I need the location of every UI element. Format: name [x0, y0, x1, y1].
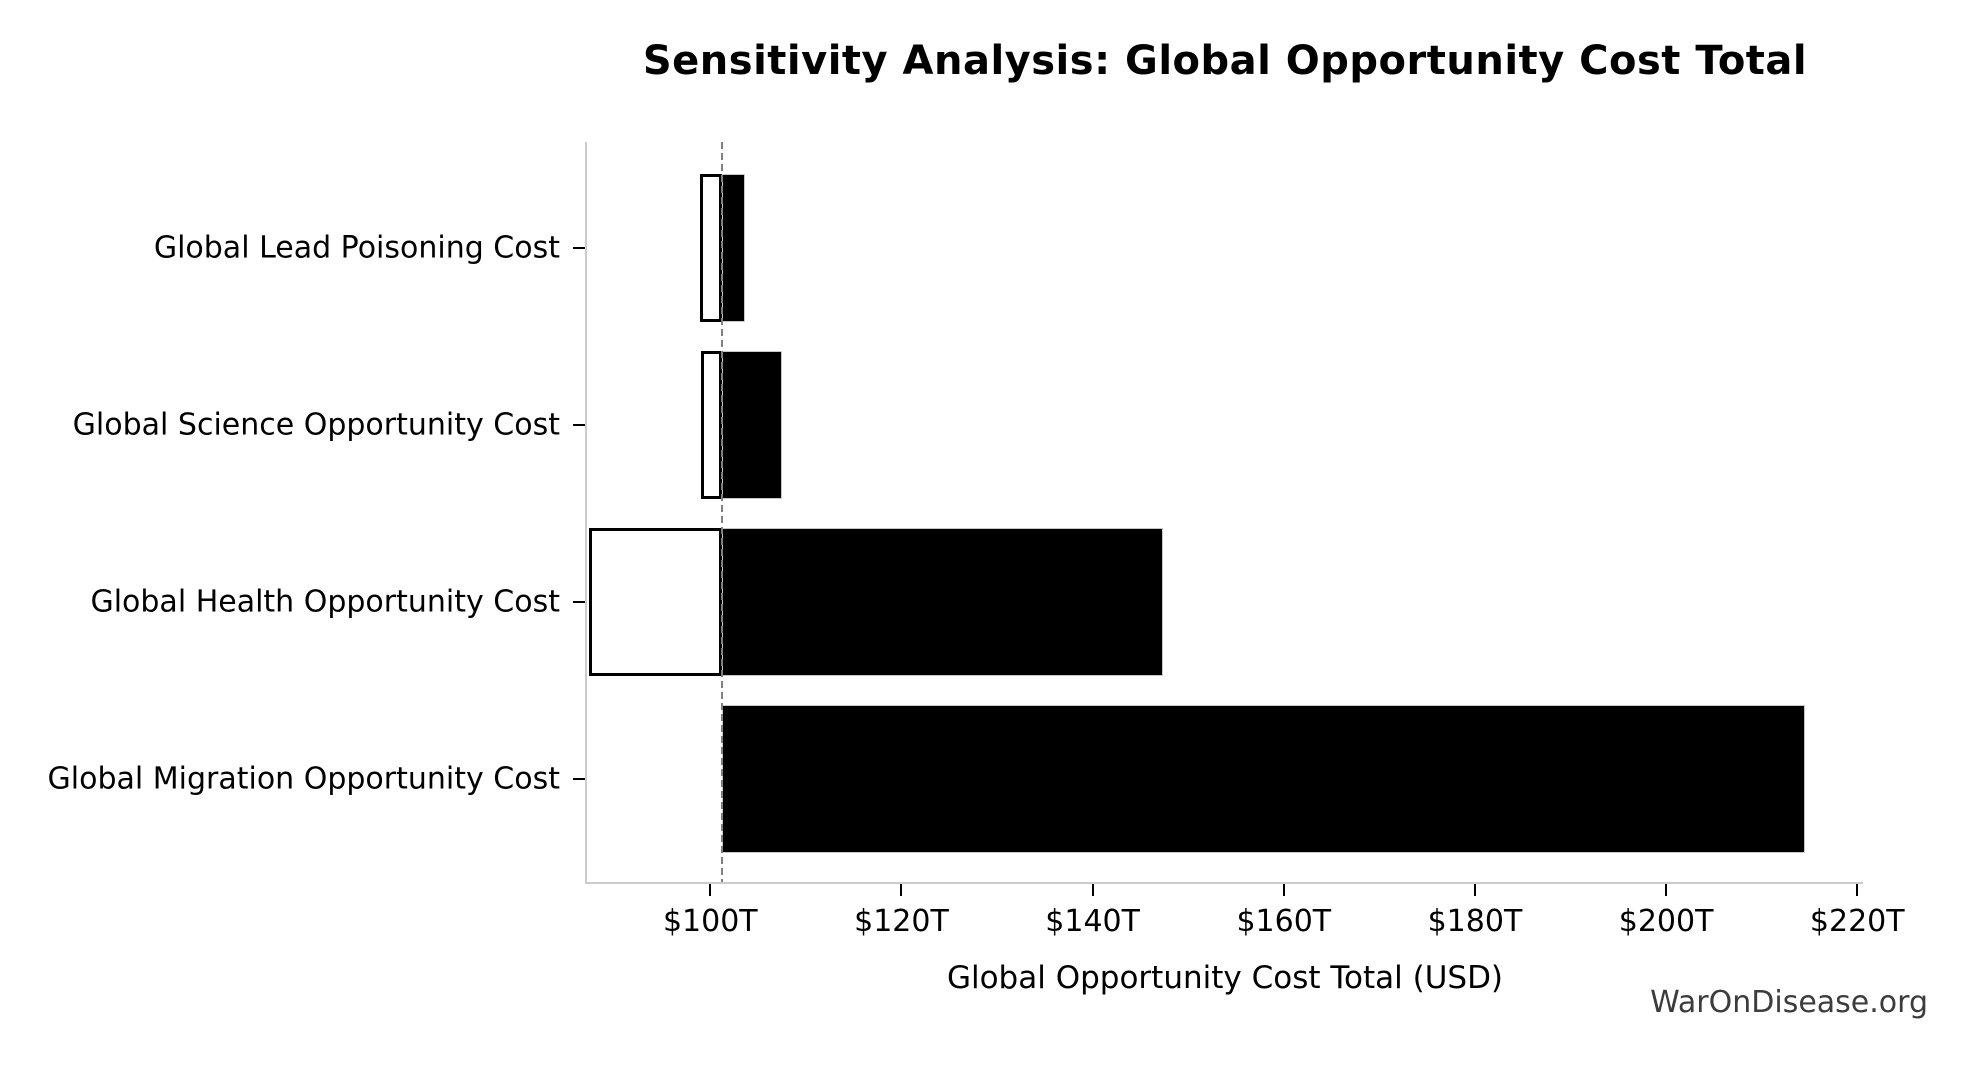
- bar-high-3: [721, 704, 1805, 853]
- watermark-text: WarOnDisease.org: [1650, 985, 1928, 1020]
- y-tick-mark: [573, 246, 585, 249]
- x-tick-mark: [1856, 884, 1859, 896]
- x-tick-label-0: $100T: [662, 904, 758, 939]
- y-tick-label-3: Global Migration Opportunity Cost: [47, 761, 560, 796]
- baseline-dashed-line: [720, 142, 723, 882]
- y-tick-mark: [573, 600, 585, 603]
- x-tick-mark: [709, 884, 712, 896]
- x-tick-mark: [1282, 884, 1285, 896]
- chart-title: Sensitivity Analysis: Global Opportunity…: [642, 38, 1808, 84]
- bar-high-1: [721, 351, 782, 499]
- bar-high-0: [721, 173, 745, 322]
- x-tick-label-3: $160T: [1236, 904, 1332, 939]
- x-tick-label-6: $220T: [1809, 904, 1905, 939]
- plot-area: $100T $120T $140T $160T $180T $200T $220T: [573, 142, 1905, 939]
- x-tick-mark: [1091, 884, 1094, 896]
- x-tick-label-2: $140T: [1045, 904, 1140, 939]
- y-tick-label-2: Global Health Opportunity Cost: [90, 584, 560, 619]
- bar-low-0: [699, 173, 722, 322]
- x-axis-spine: [585, 882, 1863, 884]
- y-tick-label-1: Global Science Opportunity Cost: [72, 407, 560, 443]
- y-axis-spine: [585, 142, 587, 884]
- x-tick-mark: [1473, 884, 1476, 896]
- y-tick-label-0: Global Lead Poisoning Cost: [153, 230, 560, 265]
- x-tick-label-4: $180T: [1427, 904, 1523, 939]
- y-tick-mark: [573, 424, 585, 426]
- x-axis-label: Global Opportunity Cost Total (USD): [946, 960, 1504, 996]
- x-tick-mark: [1665, 884, 1668, 896]
- bar-high-2: [721, 527, 1164, 676]
- x-tick-mark: [900, 884, 903, 896]
- x-tick-label-5: $200T: [1618, 904, 1714, 939]
- y-tick-mark: [573, 777, 585, 780]
- x-tick-label-1: $120T: [854, 904, 949, 939]
- bar-low-1: [700, 351, 722, 499]
- bar-low-2: [588, 527, 722, 676]
